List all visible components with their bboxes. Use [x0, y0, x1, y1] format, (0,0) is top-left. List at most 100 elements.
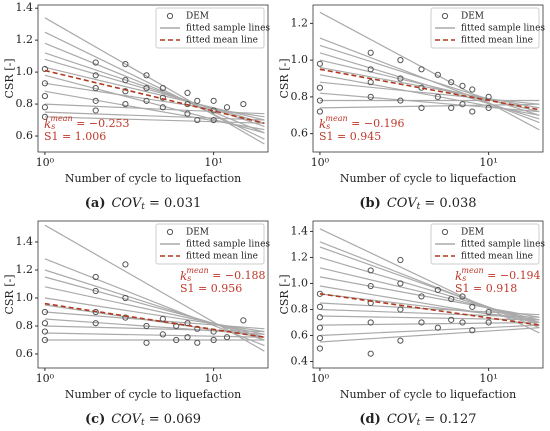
y-tick-label: 0.6	[291, 328, 309, 341]
dem-point	[367, 350, 374, 357]
sample-line	[44, 269, 265, 341]
dem-point	[459, 293, 466, 300]
dem-point	[485, 319, 492, 326]
dem-point	[316, 334, 324, 342]
annotation-text: = −0.253	[73, 117, 130, 130]
sample-line	[319, 308, 540, 318]
dem-point	[316, 324, 324, 331]
dem-point	[210, 336, 217, 344]
dem-point	[316, 314, 324, 321]
annotation-sup: mean	[186, 266, 208, 275]
dem-point	[184, 110, 191, 117]
annotation-sub: s	[462, 274, 466, 283]
dem-point	[143, 322, 150, 330]
annotation: ksmean = −0.194	[455, 266, 541, 283]
annotation-symbol: k	[455, 269, 462, 283]
dem-point	[159, 84, 166, 92]
y-tick-label: 0.8	[291, 90, 309, 103]
dem-point	[434, 93, 441, 100]
dem-point	[122, 261, 129, 268]
dem-point	[143, 339, 150, 346]
legend-marker	[441, 12, 449, 20]
dem-point	[122, 88, 129, 95]
dem-point	[223, 104, 231, 111]
legend-marker	[166, 12, 174, 20]
dem-point	[173, 336, 180, 344]
y-tick-label: 1.2	[16, 33, 34, 46]
y-tick-label: 1.4	[16, 235, 34, 248]
dem-point	[184, 100, 191, 108]
legend-box	[155, 223, 265, 265]
dem-point	[448, 79, 455, 86]
legend-label: fitted mean line	[461, 36, 533, 46]
dem-point	[194, 97, 201, 104]
dem-point	[367, 79, 374, 86]
dem-point	[159, 331, 166, 338]
mean-line	[319, 293, 540, 326]
annotation-sup: mean	[50, 114, 72, 123]
annotation-sub: s	[51, 122, 55, 131]
annotation-s1: S1 = 0.918	[455, 282, 517, 295]
annotation-sup: mean	[325, 114, 347, 123]
legend-label: fitted sample lines	[461, 240, 545, 250]
y-tick-label: 1.0	[291, 276, 309, 289]
dem-point	[159, 104, 166, 111]
dem-point	[240, 317, 247, 324]
annotation-s1: S1 = 0.956	[180, 282, 242, 295]
dem-point	[434, 71, 441, 78]
y-tick-label: 0.8	[16, 97, 34, 110]
annotation-sup: mean	[461, 266, 483, 275]
legend-box	[430, 223, 540, 265]
caption: (b) COVt = 0.038	[359, 196, 476, 212]
legend-label: fitted sample lines	[461, 24, 545, 34]
x-axis-label: Number of cycle to liquefaction	[65, 172, 241, 185]
dem-point	[159, 94, 166, 101]
dem-point	[367, 282, 374, 290]
sample-line	[44, 311, 265, 330]
sample-line	[319, 11, 540, 131]
dem-point	[397, 337, 404, 344]
dem-point	[122, 76, 129, 84]
x-tick-label: 10¹	[479, 156, 497, 169]
sample-line	[319, 324, 540, 337]
x-tick-label: 10¹	[479, 372, 497, 385]
caption-text: = 0.069	[145, 412, 201, 427]
dem-point	[210, 97, 217, 104]
dem-point	[210, 116, 217, 124]
panel: 0.6 0.8 1.0 1.2 10⁰ 10¹ Number of cycle to liq…	[278, 4, 545, 212]
legend-marker	[441, 228, 449, 236]
caption-sub: t	[141, 202, 145, 212]
dem-point	[92, 97, 99, 104]
dem-point	[41, 65, 49, 73]
caption-var: COV	[387, 196, 418, 211]
annotation-symbol: k	[44, 117, 51, 131]
mean-line	[44, 302, 265, 338]
sample-line	[319, 276, 540, 318]
caption: (c) COVt = 0.069	[85, 412, 201, 428]
sample-line	[319, 267, 540, 321]
sample-line	[319, 103, 540, 109]
annotation-sub: s	[326, 122, 330, 131]
dem-point	[122, 294, 129, 302]
dem-point	[143, 97, 150, 104]
sample-line	[44, 90, 265, 131]
dem-point	[418, 104, 425, 112]
dem-point	[418, 66, 425, 73]
dem-point	[434, 324, 441, 331]
annotation-text: = −0.188	[209, 269, 266, 282]
dem-point	[316, 97, 324, 104]
dem-point	[448, 316, 455, 323]
dem-point	[397, 256, 404, 264]
dem-point	[459, 101, 466, 108]
legend-label: DEM	[461, 12, 484, 22]
sample-line	[44, 276, 265, 338]
dem-point	[184, 89, 191, 96]
sample-line	[44, 31, 265, 140]
annotation-s1: S1 = 1.006	[44, 130, 106, 143]
y-tick-label: 1.0	[291, 53, 309, 66]
panel: 0.4 0.6 0.8 1.0 1.2 1.4 10⁰ 10¹ Number of cycle …	[278, 220, 545, 428]
sample-line	[319, 66, 540, 109]
x-tick-label: 10⁰	[311, 156, 330, 169]
dem-point	[316, 303, 324, 310]
